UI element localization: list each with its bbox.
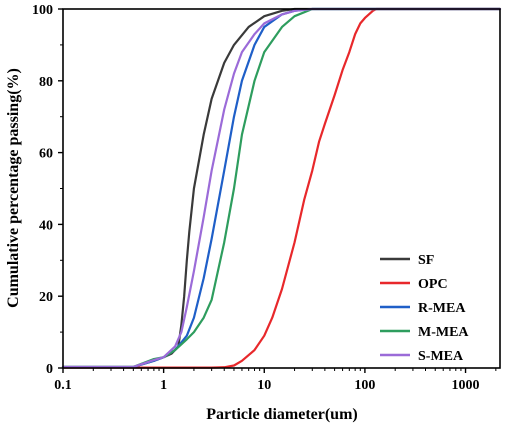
series-layer — [61, 7, 502, 369]
x-tick-label: 100 — [354, 378, 375, 393]
y-axis-title: Cumulative percentage passing(%) — [5, 68, 22, 308]
ticks-layer: 0.1 1 10 100 1000 0 20 40 60 80 100 — [32, 3, 497, 393]
x-tick-label: 0.1 — [54, 378, 72, 393]
legend-label: OPC — [418, 277, 448, 292]
y-tick-label: 0 — [46, 362, 53, 377]
x-axis-title: Particle diameter(um) — [206, 406, 357, 423]
y-tick-label: 40 — [39, 218, 53, 233]
y-tick-label: 60 — [39, 147, 53, 162]
series-line-opc — [61, 7, 502, 369]
x-tick-label: 1000 — [452, 378, 480, 393]
y-tick-label: 80 — [39, 75, 53, 90]
legend-label: SF — [418, 253, 434, 268]
legend-label: S-MEA — [418, 349, 464, 364]
series-line-s-mea — [61, 7, 502, 369]
y-tick-label: 20 — [39, 290, 53, 305]
legend: SF OPC R-MEA M-MEA S-MEA — [380, 253, 469, 364]
legend-label: M-MEA — [418, 325, 469, 340]
legend-label: R-MEA — [418, 301, 466, 316]
x-tick-label: 1 — [160, 378, 167, 393]
x-tick-label: 10 — [257, 378, 271, 393]
y-tick-label: 100 — [32, 3, 53, 18]
